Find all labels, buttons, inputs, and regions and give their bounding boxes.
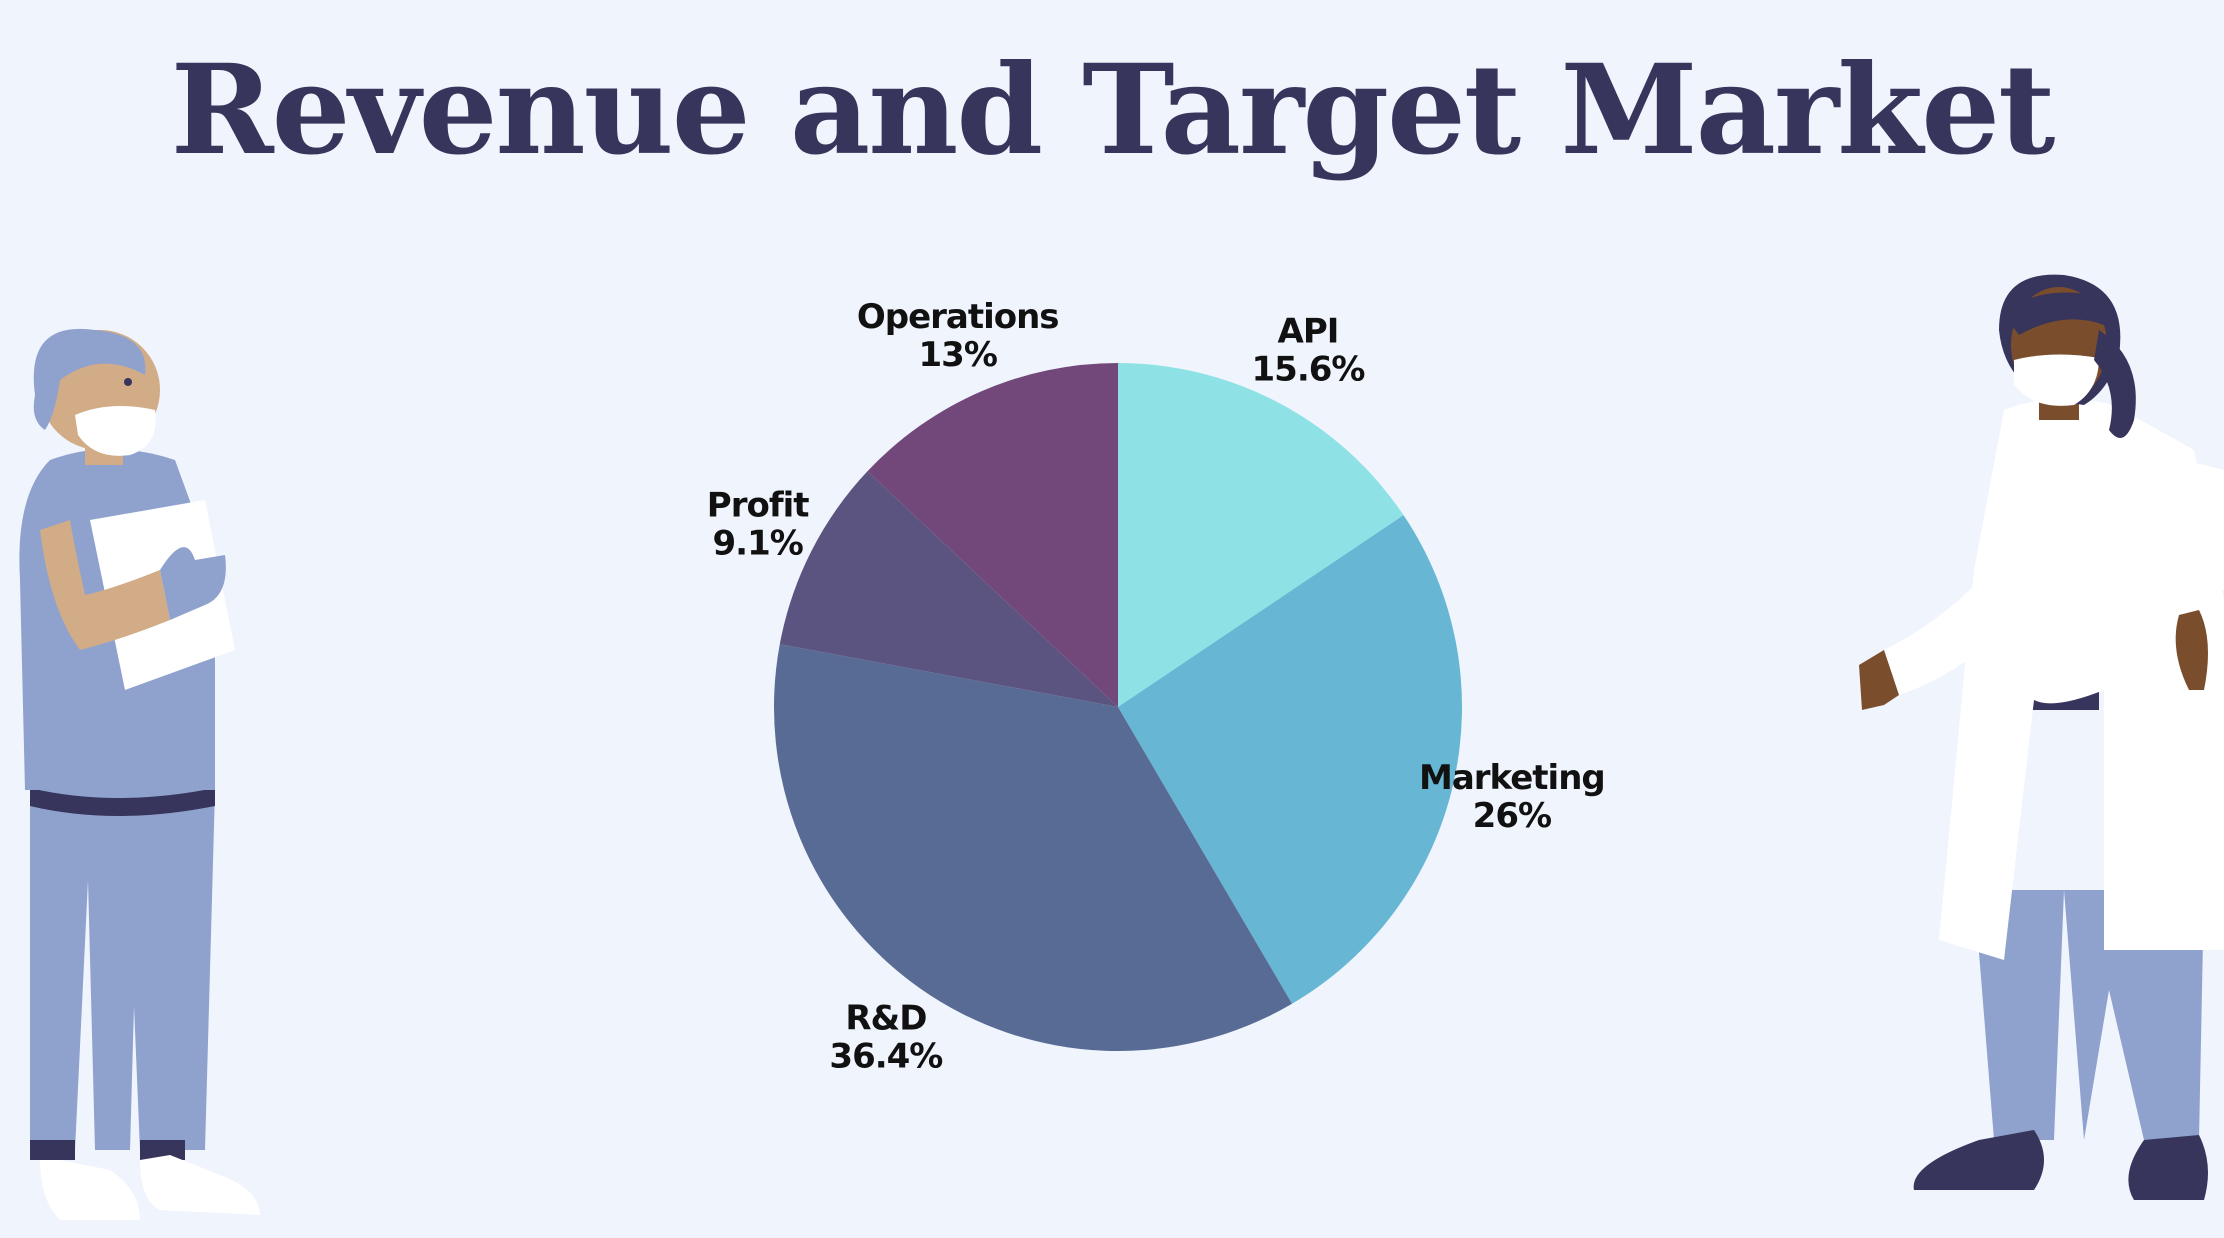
doctor-illustration bbox=[1859, 274, 2224, 1200]
pie-value-marketing: 26% bbox=[1473, 796, 1551, 836]
pie-slices bbox=[773, 363, 1463, 1051]
slide-title: Revenue and Target Market bbox=[170, 38, 2056, 183]
pie-slice-profit bbox=[779, 471, 1118, 707]
pie-slice-marketing bbox=[1118, 515, 1463, 1004]
pie-slice-r-d bbox=[773, 644, 1293, 1051]
pie-label-api: API bbox=[1278, 311, 1339, 351]
pie-label-profit: Profit bbox=[707, 485, 809, 525]
pie-slice-api bbox=[1118, 363, 1404, 707]
surgeon-illustration bbox=[19, 328, 260, 1220]
pie-label-r-d: R&D bbox=[845, 999, 926, 1039]
pie-value-api: 15.6% bbox=[1252, 349, 1365, 389]
pie-value-operations: 13% bbox=[919, 335, 997, 375]
pie-slice-operations bbox=[867, 363, 1118, 707]
pie-label-operations: Operations bbox=[857, 297, 1059, 337]
pie-label-marketing: Marketing bbox=[1419, 758, 1605, 798]
pie-value-r-d: 36.4% bbox=[829, 1037, 942, 1077]
pie-value-profit: 9.1% bbox=[713, 523, 803, 563]
